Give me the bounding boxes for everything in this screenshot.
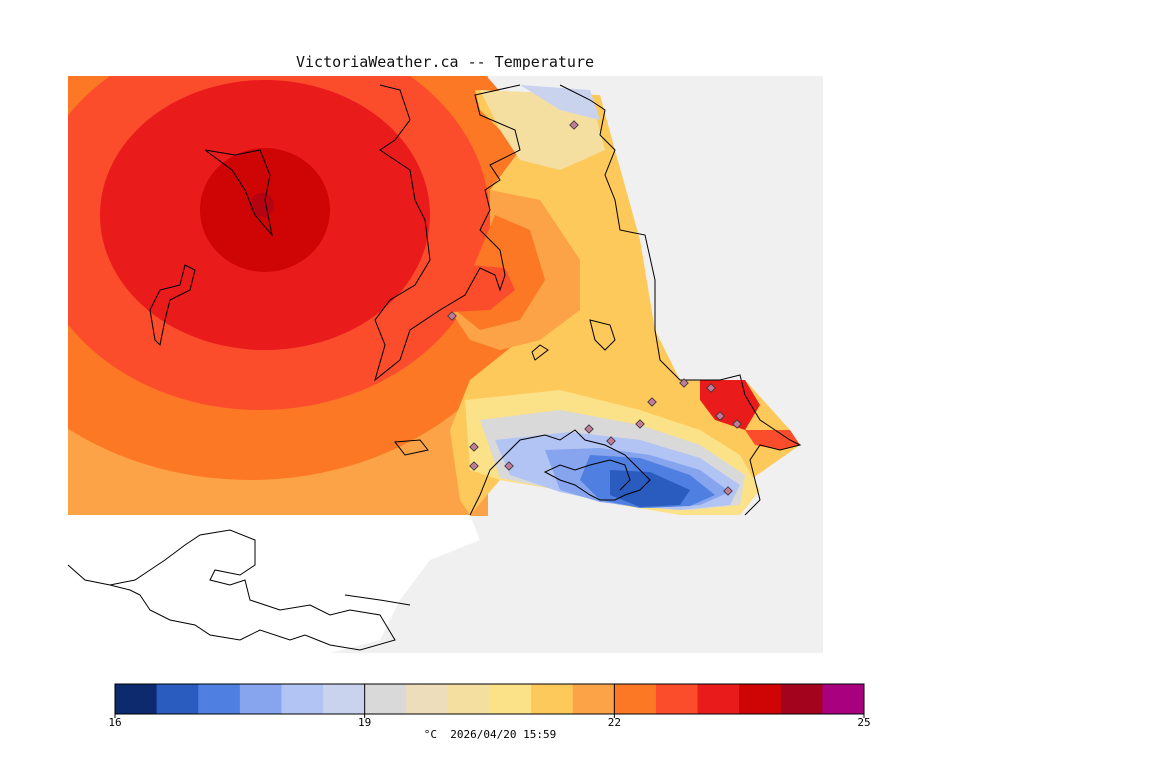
station-marker	[732, 419, 742, 429]
temperature-field	[68, 76, 800, 516]
colorbar-cell	[655, 684, 699, 714]
station-marker	[706, 383, 716, 393]
station-marker	[469, 442, 479, 452]
colorbar-cell	[323, 684, 366, 714]
station-marker	[679, 378, 689, 388]
colorbar-cell	[239, 684, 282, 714]
timestamp: 2026/04/20 15:59	[450, 728, 557, 741]
station-marker	[469, 461, 479, 471]
colorbar-cell	[281, 684, 324, 714]
station-marker	[723, 486, 733, 496]
coastline-lines	[67, 84, 802, 651]
station-marker	[715, 411, 725, 421]
colorbar-cell	[531, 684, 574, 714]
station-marker	[447, 311, 457, 321]
colorbar-cell	[364, 684, 407, 714]
station-marker	[606, 436, 616, 446]
colorbar-cell	[697, 684, 740, 714]
units-label: °C	[423, 728, 438, 741]
station-marker	[569, 120, 579, 130]
colorbar-cell	[780, 684, 823, 714]
station-marker	[647, 397, 657, 407]
colorbar-cell	[198, 684, 241, 714]
colorbar-cell	[822, 684, 865, 714]
colorbar-tick-label: 22	[607, 716, 621, 729]
colorbar-cell	[572, 684, 615, 714]
station-marker	[504, 461, 514, 471]
colorbar-cell	[115, 684, 158, 714]
colorbar-tick-label: 16	[108, 716, 122, 729]
station-markers	[447, 120, 742, 496]
colorbar-cell	[739, 684, 782, 714]
colorbar-cell	[406, 684, 449, 714]
colorbar-tick-label: 25	[857, 716, 871, 729]
station-marker	[635, 419, 645, 429]
no-data-area	[68, 515, 480, 653]
colorbar-cell	[447, 684, 490, 714]
colorbar-cell	[614, 684, 657, 714]
colorbar-cell	[156, 684, 199, 714]
station-marker	[584, 424, 594, 434]
map-title: VictoriaWeather.ca -- Temperature	[295, 53, 594, 71]
colorbar-cell	[489, 684, 532, 714]
colorbar-caption: °C 2026/04/20 15:59	[424, 728, 556, 741]
colorbar-tick-label: 19	[358, 716, 372, 729]
